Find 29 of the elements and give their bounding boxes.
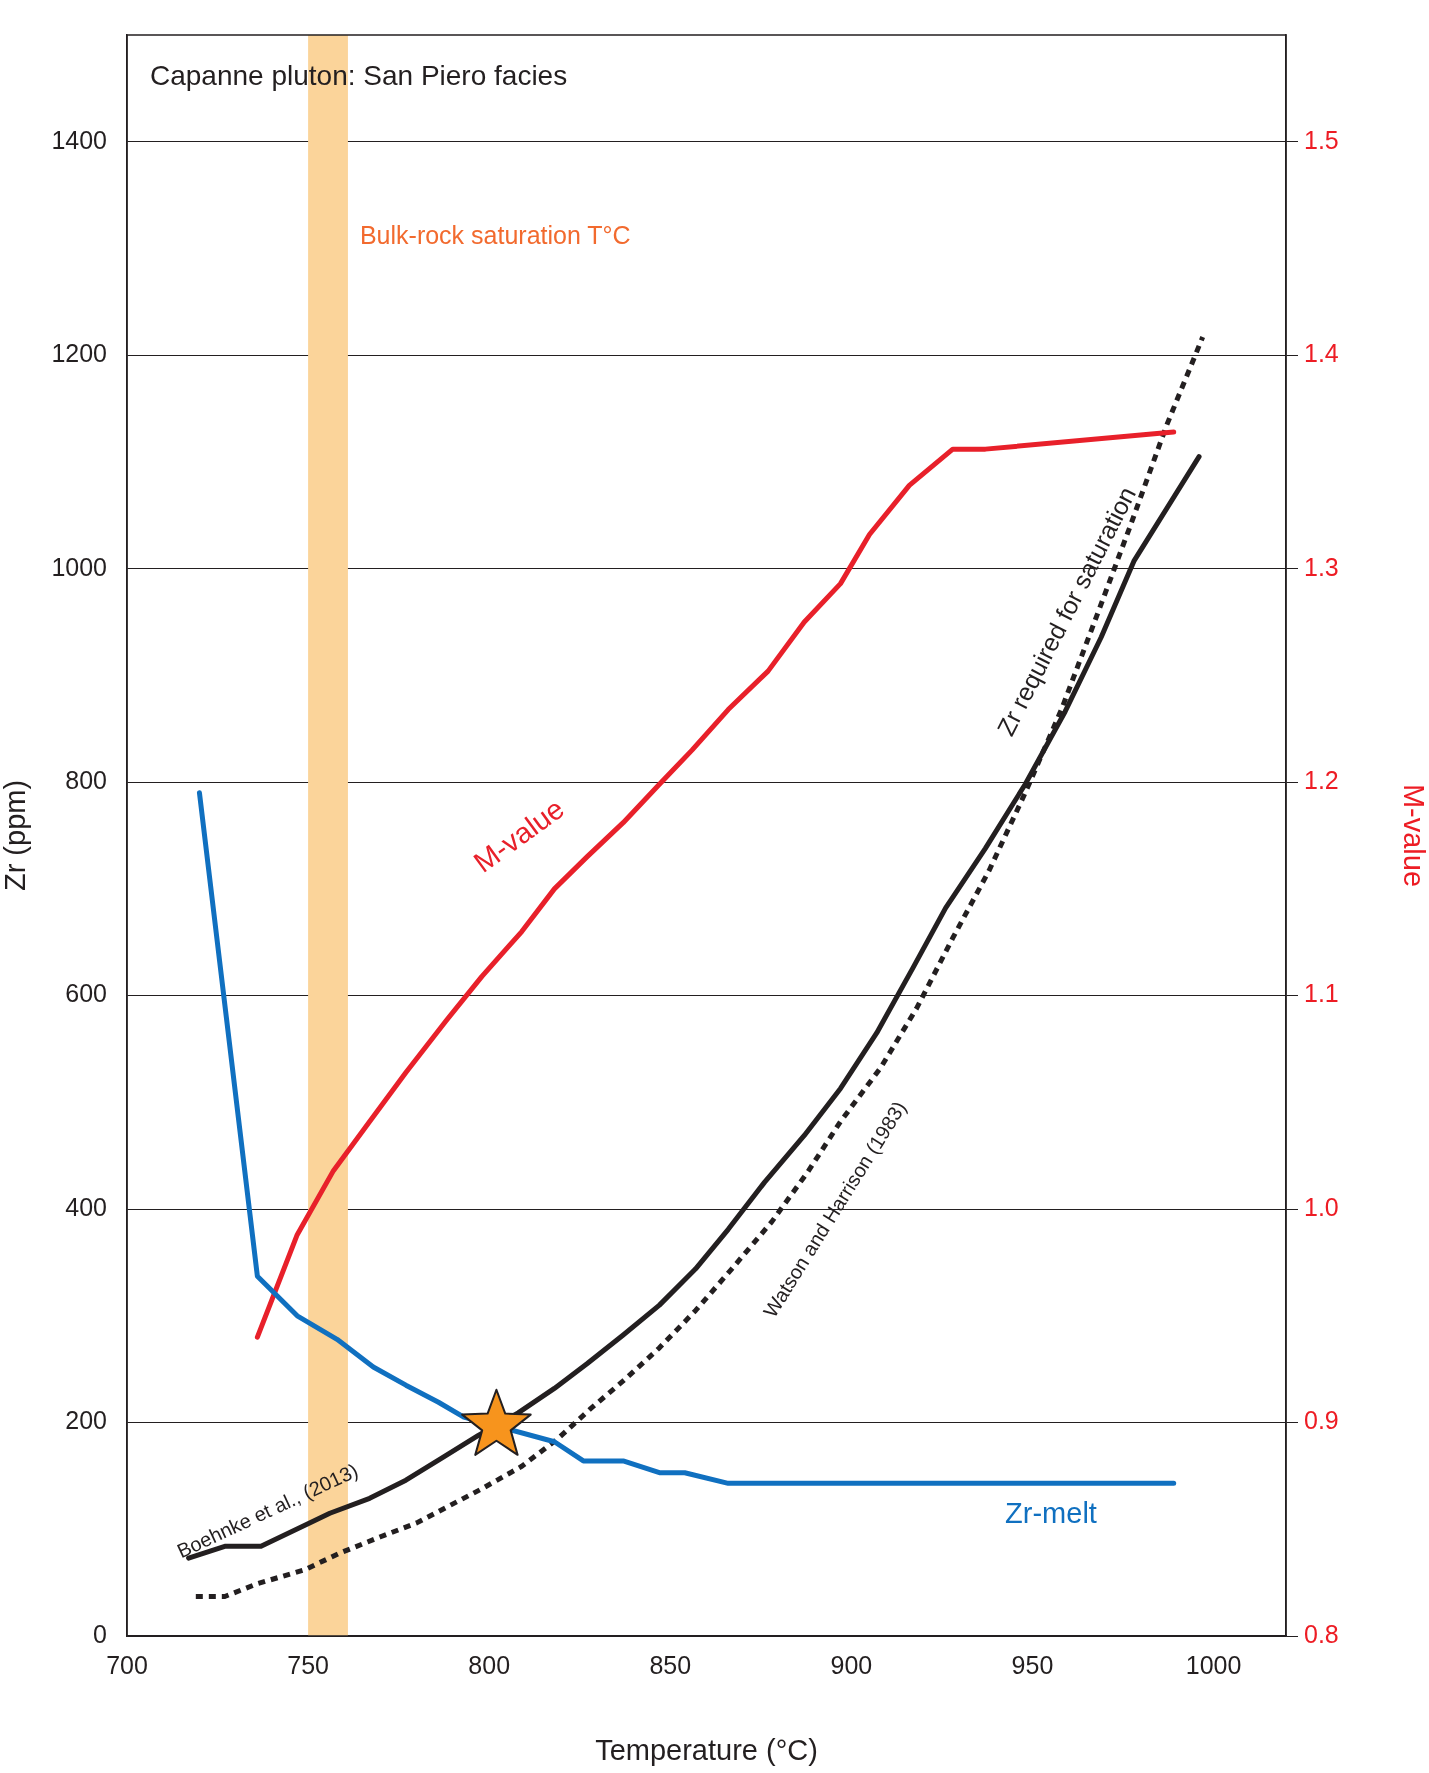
y-tick-label: 800 xyxy=(65,766,107,795)
y2-tick-label: 1.4 xyxy=(1304,339,1339,368)
y2-tick-label: 1.1 xyxy=(1304,979,1339,1008)
y2-tick-label: 0.9 xyxy=(1304,1406,1339,1435)
y2-tick-label: 1.5 xyxy=(1304,125,1339,154)
y2-tick-label: 1.3 xyxy=(1304,552,1339,581)
x-tick-label: 850 xyxy=(649,1650,692,1679)
y-tick-label: 600 xyxy=(65,979,107,1008)
y-tick-label: 1000 xyxy=(51,552,107,581)
y-tick-label: 200 xyxy=(65,1406,107,1435)
y-tick-label: 400 xyxy=(65,1192,107,1221)
series-label: Zr-melt xyxy=(1005,1497,1097,1529)
y2-axis-title: M-value xyxy=(1397,783,1429,888)
x-tick-label: 700 xyxy=(106,1650,148,1679)
y-tick-label: 1400 xyxy=(51,125,107,154)
x-tick-label: 800 xyxy=(468,1650,511,1679)
y-tick-label: 1200 xyxy=(51,339,107,368)
x-tick-label: 900 xyxy=(830,1650,873,1679)
y-tick-label: 0 xyxy=(93,1619,107,1648)
x-tick-label: 750 xyxy=(287,1650,329,1679)
x-tick-label: 950 xyxy=(1011,1650,1054,1679)
y2-tick-label: 0.8 xyxy=(1304,1619,1339,1648)
x-axis-title: Temperature (°C) xyxy=(595,1733,818,1766)
x-tick-label: 1000 xyxy=(1185,1650,1242,1679)
band-label: Bulk-rock saturation T°C xyxy=(359,220,631,249)
text: Capanne pluton: San Piero facies xyxy=(150,59,568,91)
y2-tick-label: 1.0 xyxy=(1304,1192,1339,1221)
y2-tick-label: 1.2 xyxy=(1304,766,1339,795)
y-axis-title: Zr (ppm) xyxy=(0,779,32,892)
